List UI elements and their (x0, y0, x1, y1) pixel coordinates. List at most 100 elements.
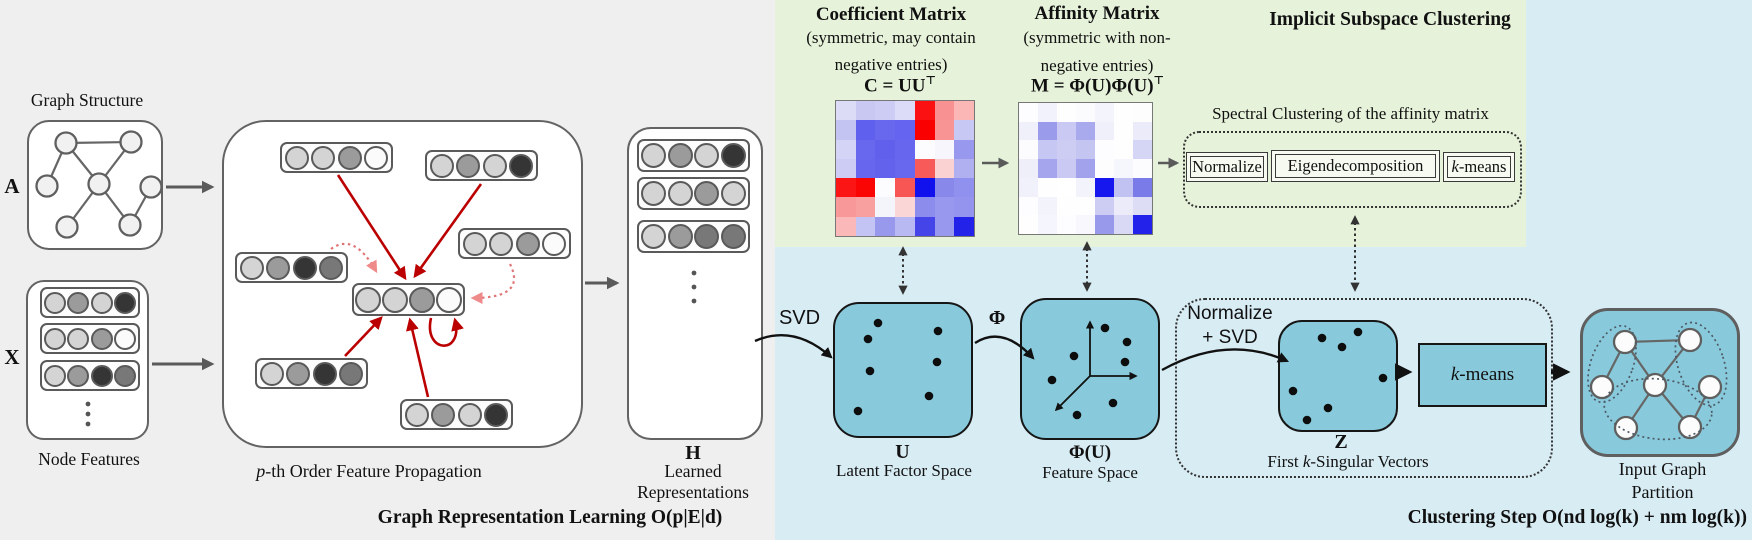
matrix-cell (836, 139, 856, 159)
implicit-subspace-title: Implicit Subspace Clustering (1269, 9, 1511, 30)
feature-cell (311, 145, 336, 170)
kmeans-box: k-means (1418, 343, 1547, 407)
matrix-cell (1133, 177, 1152, 197)
affinity-sub1: (symmetric with non- (1023, 28, 1171, 47)
graph-structure-box (27, 120, 163, 250)
eigendecomposition-step-label: Eigendecomposition (1287, 156, 1424, 175)
matrix-cell (1057, 140, 1076, 160)
feature-vector-row (637, 220, 750, 253)
matrix-cell (875, 101, 896, 121)
coefficient-title: Coefficient Matrix (815, 4, 967, 25)
feature-cell (67, 327, 90, 350)
graph-structure-label: Graph Structure (30, 90, 144, 110)
latent-factor-space-box (833, 302, 973, 438)
feature-cell (43, 291, 66, 314)
matrix-cell (1133, 140, 1152, 160)
feature-cell (90, 364, 113, 387)
feature-cell (667, 224, 693, 249)
feature-cell (292, 255, 317, 280)
matrix-cell (855, 158, 876, 179)
feature-cell (694, 143, 720, 168)
feature-cell (640, 143, 666, 168)
learned-representations-box (627, 127, 763, 440)
spectral-clustering-label: Spectral Clustering of the affinity matr… (1212, 104, 1489, 123)
matrix-cell (954, 120, 974, 140)
matrix-cell (855, 101, 876, 121)
z-symbol: Z (1334, 431, 1348, 453)
matrix-cell (895, 139, 915, 159)
u-symbol: U (895, 441, 910, 463)
matrix-cell (914, 101, 935, 121)
coefficient-sub1: (symmetric, may contain (806, 28, 976, 47)
feature-cell (721, 181, 747, 206)
feature-cell (284, 145, 309, 170)
feature-cell (456, 153, 481, 178)
feature-vector-row (352, 283, 465, 316)
matrix-cell (1057, 196, 1076, 216)
matrix-cell (954, 158, 974, 179)
affinity-matrix-heatmap (1018, 102, 1153, 235)
matrix-cell (1057, 159, 1076, 178)
feature-cell (482, 153, 507, 178)
feature-cell (404, 402, 429, 427)
matrix-cell (895, 120, 915, 140)
feature-vector-row (255, 358, 368, 389)
coefficient-matrix-heatmap (835, 100, 975, 237)
coefficient-sub2: negative entries) (834, 55, 948, 74)
feature-cell (489, 231, 514, 256)
features-symbol: X (4, 345, 20, 369)
matrix-cell (1019, 121, 1038, 141)
matrix-cell (914, 158, 935, 179)
spectral-clustering-dotted-box (1183, 131, 1522, 208)
matrix-cell (1114, 177, 1133, 197)
feature-space-box (1020, 298, 1160, 440)
matrix-cell (1114, 159, 1133, 178)
matrix-cell (954, 101, 974, 121)
propagation-caption: p-th Order Feature Propagation (256, 461, 482, 481)
matrix-cell (1038, 103, 1057, 122)
matrix-cell (1076, 196, 1095, 216)
matrix-cell (954, 216, 974, 236)
matrix-cell (1114, 121, 1133, 141)
first-k-caption: First k-Singular Vectors (1267, 452, 1429, 471)
matrix-cell (914, 216, 935, 236)
matrix-cell (855, 216, 876, 236)
matrix-cell (934, 216, 955, 236)
node-features-label: Node Features (38, 449, 140, 469)
matrix-cell (934, 139, 955, 159)
h-caption-line1: Learned (664, 461, 722, 481)
matrix-cell (1057, 121, 1076, 141)
matrix-cell (895, 101, 915, 121)
matrix-cell (875, 139, 896, 159)
normalize-svd-label-line1: Normalize (1187, 303, 1273, 324)
matrix-cell (954, 178, 974, 198)
matrix-cell (1076, 177, 1095, 197)
feature-cell (436, 286, 462, 313)
feature-cell (694, 181, 720, 206)
matrix-cell (914, 197, 935, 217)
phiu-symbol: Φ(U) (1068, 442, 1112, 463)
normalize-svd-label-line2: + SVD (1202, 327, 1258, 348)
matrix-cell (875, 178, 896, 198)
h-symbol: H (685, 442, 701, 464)
feature-vector-row (458, 228, 571, 259)
matrix-cell (1057, 177, 1076, 197)
matrix-cell (1019, 215, 1038, 234)
singular-vectors-box (1278, 320, 1398, 432)
matrix-cell (1038, 177, 1057, 197)
feature-cell (114, 364, 137, 387)
graph-learning-caption: Graph Representation Learning O(p|E|d) (377, 507, 723, 528)
feature-cell (67, 291, 90, 314)
feature-cell (409, 286, 435, 313)
adjacency-symbol: A (4, 174, 20, 198)
matrix-cell (895, 178, 915, 198)
feature-vector-row (280, 142, 393, 173)
feature-cell (90, 291, 113, 314)
matrix-cell (836, 158, 856, 179)
kmeans-step-label: k-means (1451, 157, 1507, 176)
matrix-cell (1133, 103, 1152, 122)
matrix-cell (954, 139, 974, 159)
matrix-cell (1133, 121, 1152, 141)
feature-cell (382, 286, 408, 313)
matrix-cell (1095, 103, 1114, 122)
